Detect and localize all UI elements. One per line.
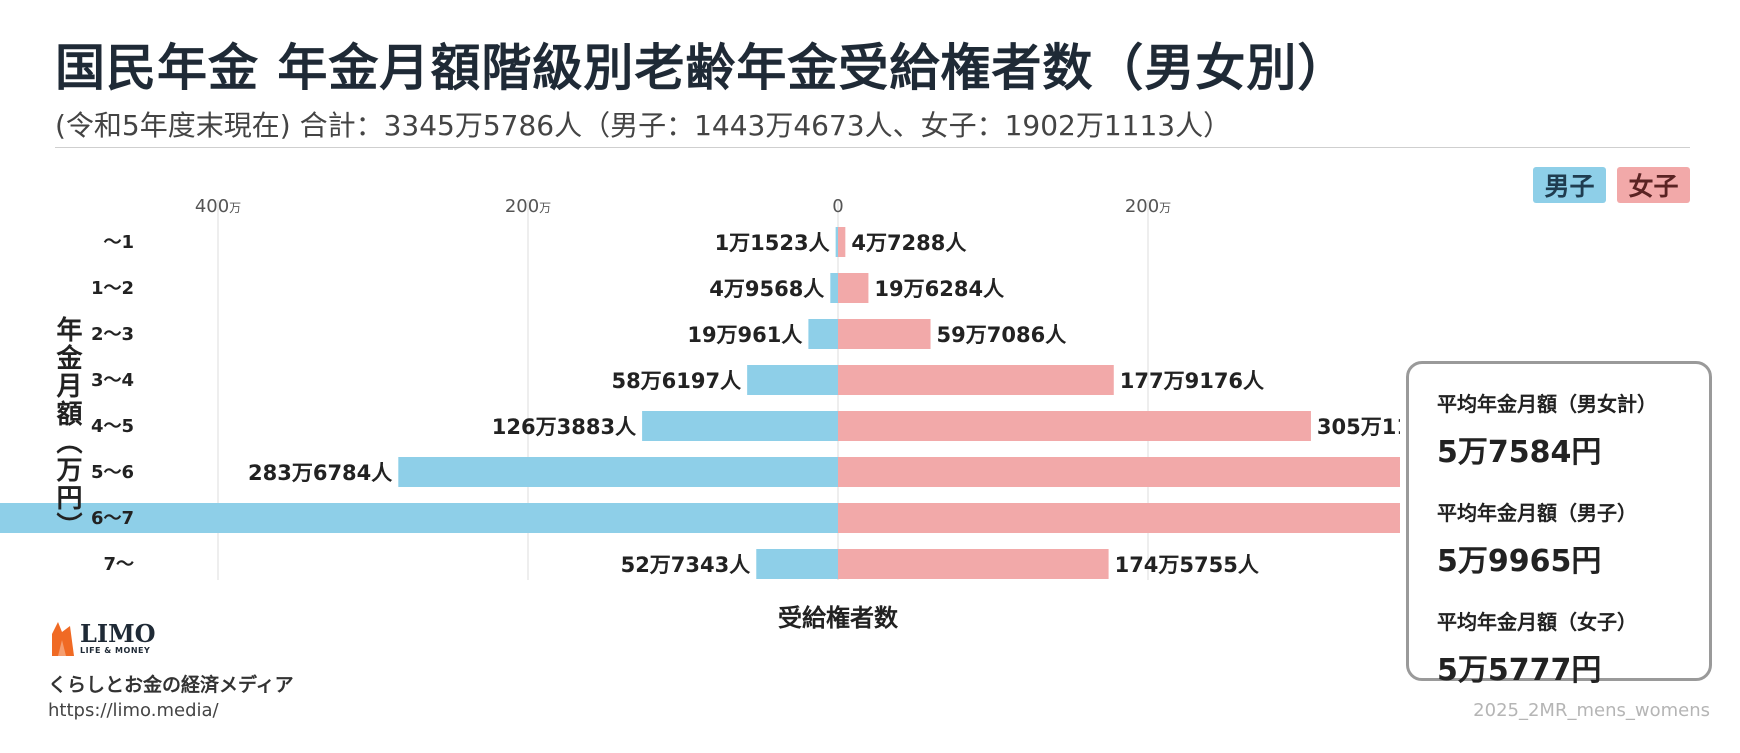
male-value-label: 126万3883人 <box>492 415 636 439</box>
limo-logo: LIMO LIFE & MONEY <box>48 620 156 656</box>
female-bar <box>838 503 1400 533</box>
tagline: くらしとお金の経済メディア <box>48 674 294 696</box>
average-value-total: 5万7584円 <box>1437 435 1602 470</box>
female-value-label: 4万7288人 <box>851 231 966 255</box>
category-label: 2～3 <box>91 324 134 345</box>
average-label-total: 平均年金月額（男女計） <box>1437 392 1657 416</box>
male-bar <box>835 227 838 257</box>
page-subtitle: (令和5年度末現在) 合計：3345万5786人（男子：1443万4673人、女… <box>55 109 1232 142</box>
x-tick-label: 400万 <box>195 196 241 217</box>
bars <box>0 227 1400 579</box>
average-value-female: 5万5777円 <box>1437 653 1602 688</box>
category-label: 6～7 <box>91 508 134 529</box>
category-label: ～1 <box>103 232 134 253</box>
image-credit: 2025_2MR_mens_womens <box>1473 700 1710 721</box>
x-tick-label: 200万 <box>1125 196 1171 217</box>
x-axis-ticks: 800万600万400万200万0200万400万600万800万 <box>195 196 1171 217</box>
category-label: 7～ <box>103 554 134 575</box>
male-value-label: 1万1523人 <box>715 231 830 255</box>
category-labels: ～1 1～2 2～3 3～4 4～5 5～6 6～7 7～ <box>91 232 134 575</box>
x-tick-label: 0 <box>832 196 843 217</box>
female-value-label: 305万1179人 <box>1317 415 1400 439</box>
category-label: 3～4 <box>91 370 134 391</box>
female-bar <box>838 365 1114 395</box>
x-tick-label: 200万 <box>505 196 551 217</box>
legend-male: 男子 <box>1533 167 1606 203</box>
male-bar <box>808 319 838 349</box>
male-bar <box>830 273 838 303</box>
y-axis-title: 年金月額（万円） <box>52 316 82 540</box>
logo-subtitle: LIFE & MONEY <box>80 645 151 655</box>
average-value-male: 5万9965円 <box>1437 544 1602 579</box>
male-value-label: 58万6197人 <box>611 369 741 393</box>
male-bar <box>398 457 838 487</box>
pyramid-chart: 800万600万400万200万0200万400万600万800万 ～11～22… <box>0 196 1400 632</box>
male-value-label: 283万6784人 <box>248 461 392 485</box>
average-pension-box: 平均年金月額（男女計） 5万7584円 平均年金月額（男子） 5万9965円 平… <box>1406 361 1712 688</box>
female-value-label: 59万7086人 <box>937 323 1067 347</box>
female-bar <box>838 319 931 349</box>
male-bar <box>747 365 838 395</box>
male-bar <box>0 503 838 533</box>
male-value-label: 19万961人 <box>687 323 802 347</box>
fox-logo-icon <box>52 622 74 656</box>
female-value-label: 19万6284人 <box>874 277 1004 301</box>
female-bar <box>838 273 869 303</box>
x-axis-title: 受給権者数 <box>778 604 899 632</box>
male-value-label: 52万7343人 <box>621 553 751 577</box>
legend-female: 女子 <box>1617 167 1690 203</box>
logo-name: LIMO <box>80 618 156 648</box>
male-bar <box>642 411 838 441</box>
category-label: 1～2 <box>91 278 134 299</box>
male-value-label: 4万9568人 <box>709 277 824 301</box>
female-value-label: 174万5755人 <box>1115 553 1259 577</box>
site-url: https://limo.media/ <box>48 700 219 721</box>
average-label-female: 平均年金月額（女子） <box>1437 610 1637 634</box>
female-value-label: 177万9176人 <box>1120 369 1264 393</box>
header-divider <box>55 147 1690 148</box>
page-title: 国民年金 年金月額階級別老齢年金受給権者数（男女別） <box>55 39 1349 97</box>
female-bar <box>838 411 1311 441</box>
average-label-male: 平均年金月額（男子） <box>1437 501 1637 525</box>
category-label: 4～5 <box>91 416 134 437</box>
female-bar <box>838 549 1109 579</box>
value-labels: 1万1523人 4万7288人 4万9568人 19万6284人 19万961人 59万7… <box>248 231 1400 577</box>
male-bar <box>756 549 838 579</box>
category-label: 5～6 <box>91 462 134 483</box>
female-bar <box>838 227 846 257</box>
female-bar <box>838 457 1400 487</box>
